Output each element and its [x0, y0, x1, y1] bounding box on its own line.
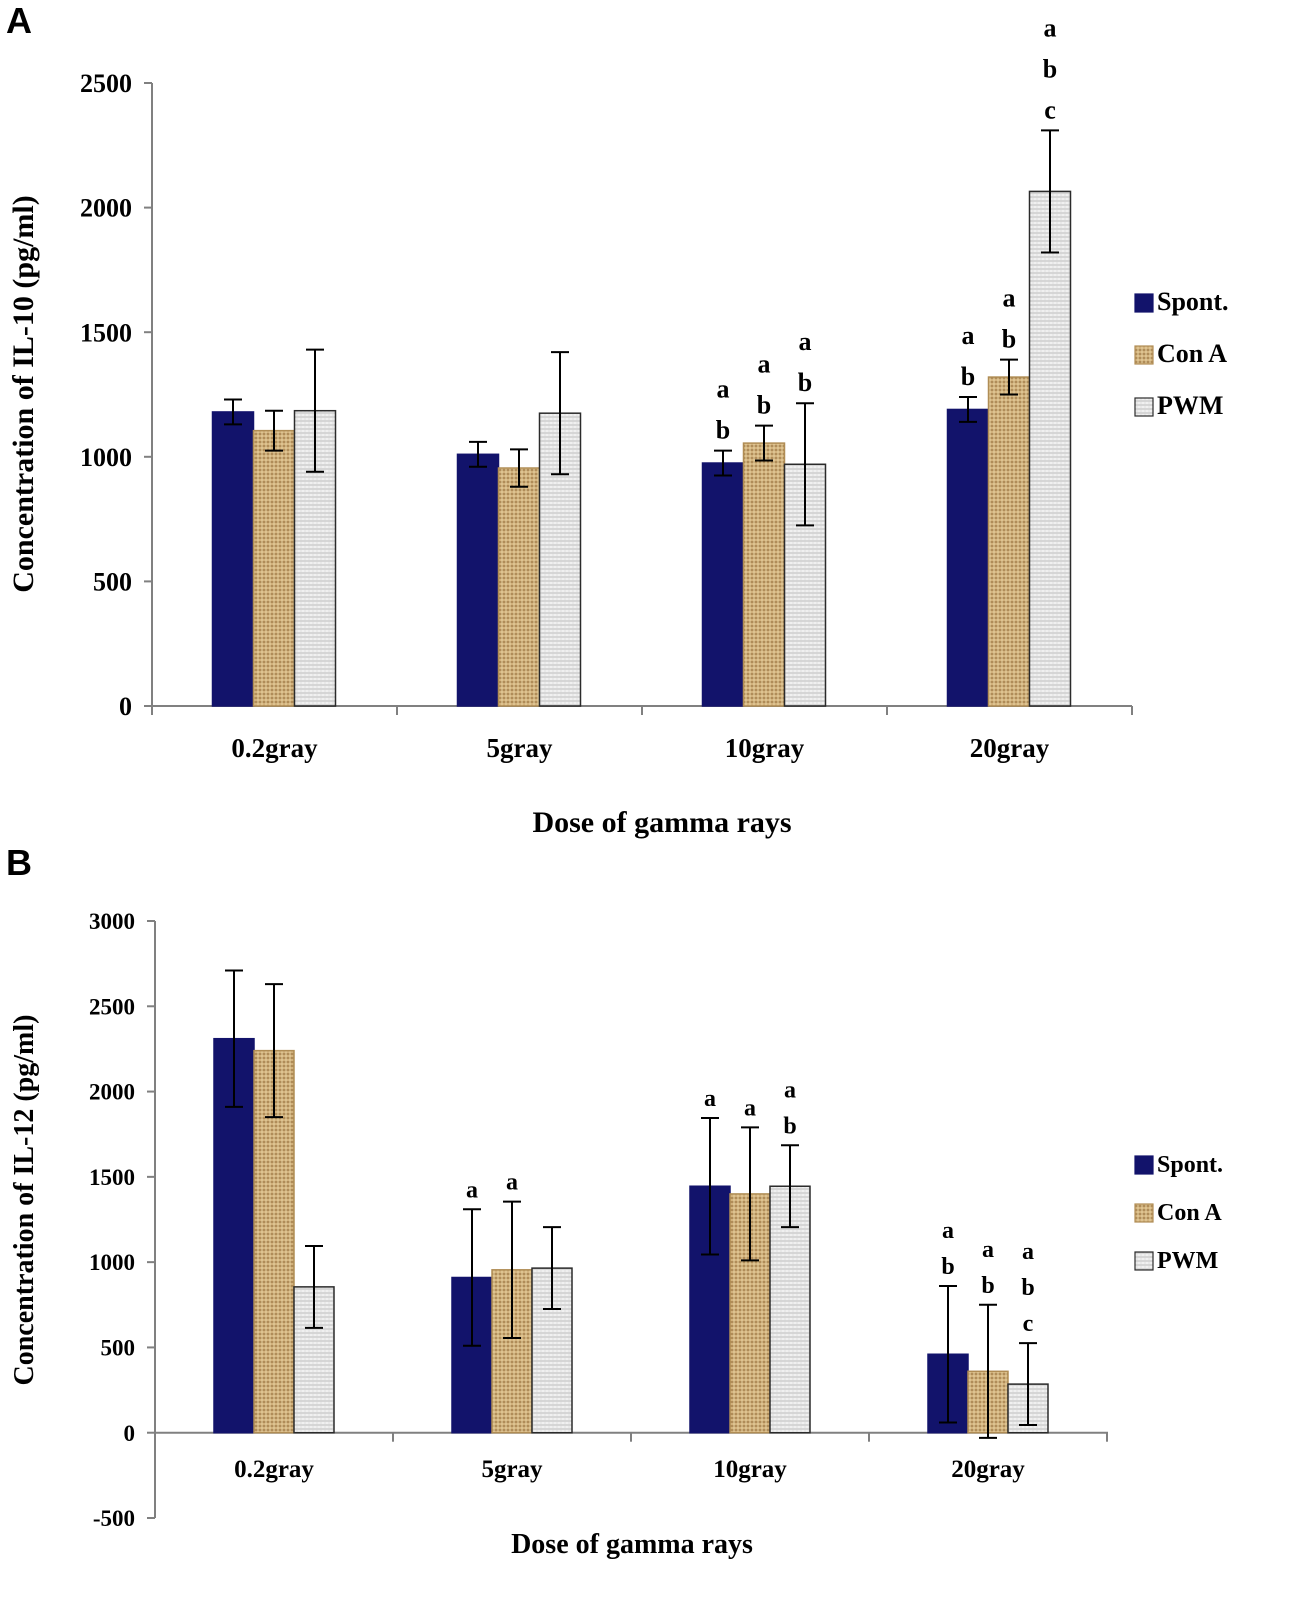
- panel-a-legend-swatch-spont: [1134, 293, 1154, 313]
- panel-b-y-axis-title: Concentration of IL-12 (pg/ml): [9, 1015, 40, 1386]
- panel-a-significance-letter: b: [961, 362, 975, 391]
- panel-a-bar-spont-2: [701, 462, 745, 707]
- panel-b-significance-letter: b: [783, 1113, 796, 1139]
- panel-b-y-tick-label: 0: [124, 1421, 136, 1446]
- panel-a-significance-letter: b: [1043, 54, 1057, 83]
- panel-a-significance-letter: a: [1003, 284, 1016, 313]
- panel-a-bar-cona-2: [742, 442, 786, 707]
- panel-b-significance-letter: b: [941, 1254, 954, 1280]
- panel-b-significance-letter: b: [1021, 1275, 1034, 1301]
- panel-label-a: A: [6, 0, 32, 41]
- panel-a-bar-cona-1: [497, 467, 541, 707]
- panel-a-bar-spont-1: [456, 453, 500, 707]
- panel-a-y-tick-label: 1000: [80, 443, 132, 472]
- panel-b-legend-swatch-pwm: [1134, 1251, 1154, 1271]
- panel-a-x-axis-title: Dose of gamma rays: [532, 806, 791, 839]
- panel-b-significance-letter: a: [466, 1177, 478, 1203]
- panel-a-y-tick-label: 2000: [80, 194, 132, 223]
- panel-b-significance-letter: a: [506, 1170, 518, 1196]
- panel-a-category-label: 10gray: [725, 733, 805, 763]
- panel-a-bar-cona-0: [252, 429, 296, 707]
- panel-b-legend-swatch-spont: [1134, 1155, 1154, 1175]
- panel-b-significance-letter: a: [744, 1095, 756, 1121]
- panel-a-significance-letter: b: [757, 391, 771, 420]
- panel-b-significance-letter: a: [1022, 1239, 1034, 1265]
- panel-a-y-tick-label: 0: [119, 692, 132, 721]
- panel-b-legend-label-pwm: PWM: [1157, 1248, 1218, 1274]
- panel-a-y-tick-label: 500: [93, 568, 132, 597]
- panel-b-legend-label-spont: Spont.: [1157, 1152, 1223, 1178]
- panel-a-bar-spont-3: [946, 408, 990, 707]
- panel-b-y-tick-label: -500: [93, 1506, 135, 1531]
- panel-b-category-label: 10gray: [713, 1456, 787, 1483]
- panel-a-significance-letter: b: [1002, 325, 1016, 354]
- panel-a-y-axis-title: Concentration of IL-10 (pg/ml): [7, 195, 40, 592]
- panel-b-category-label: 5gray: [481, 1456, 543, 1483]
- panel-a-category-label: 0.2gray: [231, 733, 318, 763]
- panel-b-y-tick-label: 2500: [89, 994, 135, 1019]
- panel-a-legend-label-cona: Con A: [1157, 339, 1227, 368]
- panel-a-legend-swatch-cona: [1134, 345, 1154, 365]
- panel-a-significance-letter: a: [799, 327, 812, 356]
- panel-b-significance-letter: a: [942, 1218, 954, 1244]
- panel-a-category-label: 5gray: [487, 733, 553, 763]
- panel-b-legend-label-cona: Con A: [1157, 1200, 1222, 1226]
- panel-a-bar-cona-3: [987, 376, 1031, 707]
- panel-a-significance-letter: a: [1044, 13, 1057, 42]
- panel-b-bar-pwm-2: [769, 1185, 811, 1434]
- panel-a-significance-letter: a: [758, 350, 771, 379]
- panel-a-significance-letter: c: [1044, 95, 1056, 124]
- panel-b-y-tick-label: 1500: [89, 1165, 135, 1190]
- panel-b-y-tick-label: 3000: [89, 909, 135, 934]
- panel-a-y-tick-label: 2500: [80, 69, 132, 98]
- panel-a-bar-spont-0: [211, 411, 255, 707]
- panel-b-x-axis-title: Dose of gamma rays: [511, 1529, 753, 1560]
- panel-a-bar-pwm-3: [1028, 190, 1072, 707]
- panel-a-significance-letter: a: [962, 321, 975, 350]
- panel-label-b: B: [6, 842, 32, 883]
- panel-b-significance-letter: b: [981, 1273, 994, 1299]
- panel-b-legend-swatch-cona: [1134, 1203, 1154, 1223]
- panel-b-significance-letter: a: [784, 1077, 796, 1103]
- panel-a-significance-letter: b: [716, 416, 730, 445]
- panel-a-significance-letter: b: [798, 368, 812, 397]
- panel-a-legend-label-pwm: PWM: [1157, 391, 1223, 420]
- panel-a-significance-letter: a: [717, 375, 730, 404]
- panel-b-category-label: 0.2gray: [234, 1456, 314, 1483]
- panel-b-category-label: 20gray: [951, 1456, 1025, 1483]
- panel-b-y-tick-label: 2000: [89, 1080, 135, 1105]
- panel-b-significance-letter: a: [982, 1237, 994, 1263]
- panel-a-category-label: 20gray: [970, 733, 1050, 763]
- panel-b-significance-letter: a: [704, 1086, 716, 1112]
- panel-a-legend-label-spont: Spont.: [1157, 287, 1229, 316]
- panel-b-significance-letter: c: [1023, 1311, 1034, 1337]
- panel-b-y-tick-label: 500: [101, 1335, 136, 1360]
- panel-a-y-tick-label: 1500: [80, 318, 132, 347]
- panel-a-legend-swatch-pwm: [1134, 397, 1154, 417]
- panel-b-y-tick-label: 1000: [89, 1250, 135, 1275]
